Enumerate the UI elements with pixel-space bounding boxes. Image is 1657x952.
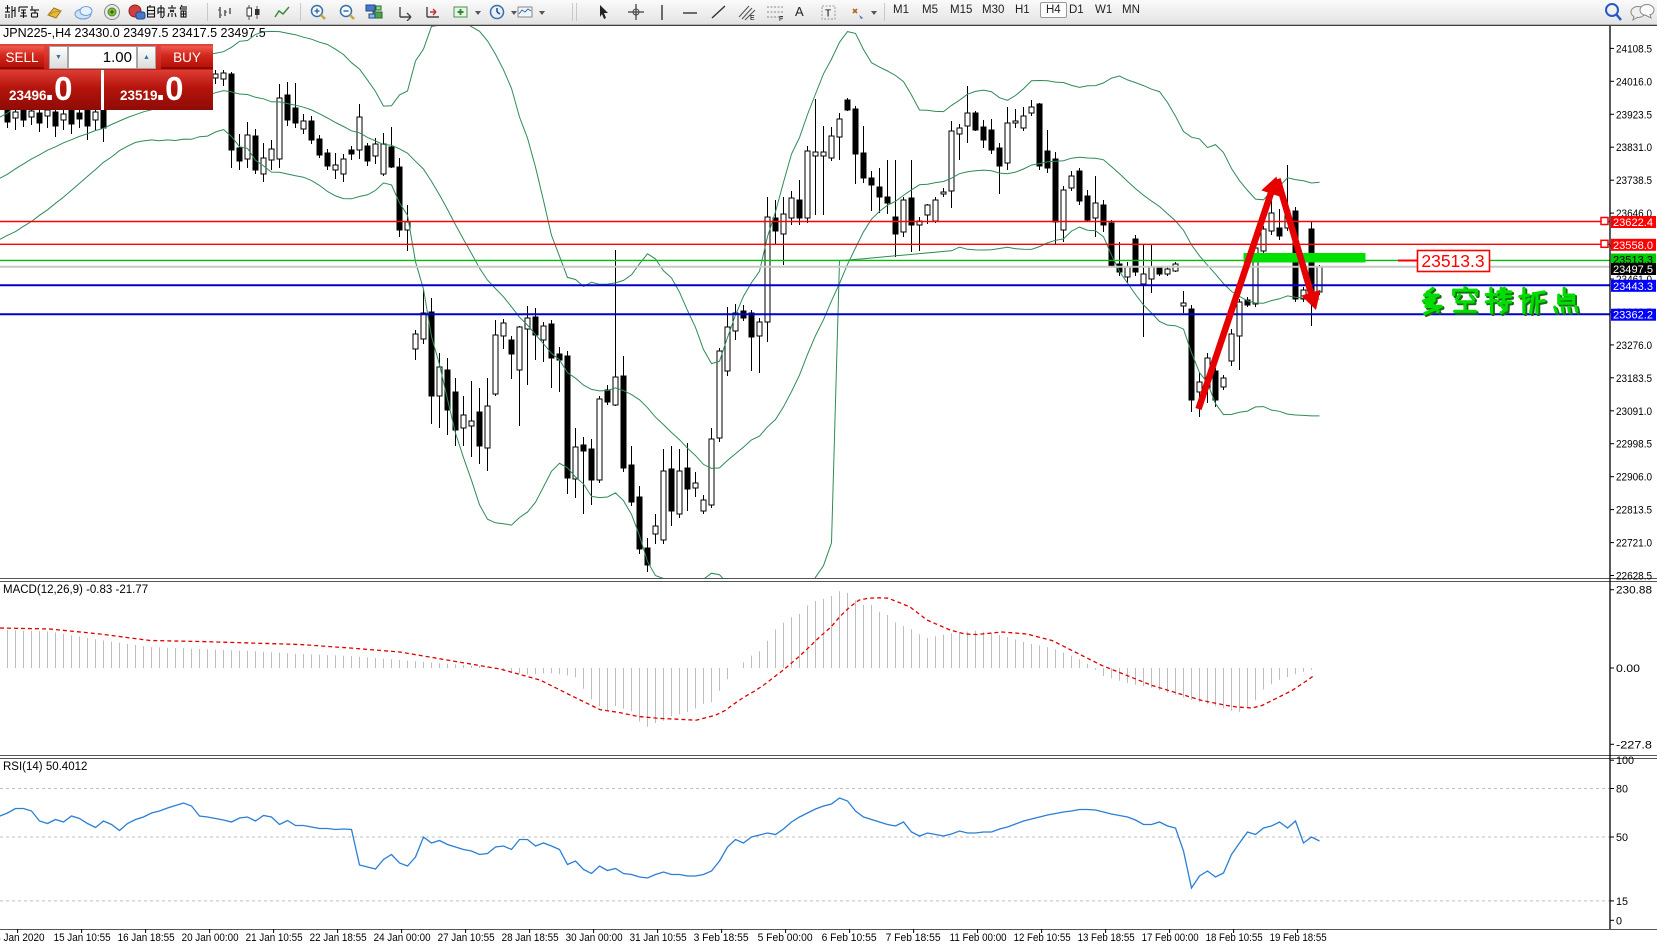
svg-text:19 Feb 18:55: 19 Feb 18:55 xyxy=(1270,932,1327,944)
svg-text:0.00: 0.00 xyxy=(1616,663,1640,675)
svg-text:18 Feb 10:55: 18 Feb 10:55 xyxy=(1206,932,1263,944)
svg-text:3 Feb 18:55: 3 Feb 18:55 xyxy=(694,932,749,944)
svg-text:23276.0: 23276.0 xyxy=(1616,340,1652,352)
svg-text:80: 80 xyxy=(1616,784,1628,796)
svg-text:22721.0: 22721.0 xyxy=(1616,538,1652,550)
svg-text:50: 50 xyxy=(1616,832,1628,844)
svg-text:23362.2: 23362.2 xyxy=(1613,310,1653,322)
svg-text:RSI(14) 50.4012: RSI(14) 50.4012 xyxy=(3,761,87,773)
svg-text:13 Feb 18:55: 13 Feb 18:55 xyxy=(1078,932,1135,944)
svg-text:22628.5: 22628.5 xyxy=(1616,571,1652,583)
svg-text:F: F xyxy=(779,16,783,22)
svg-text:21 Jan 10:55: 21 Jan 10:55 xyxy=(246,932,303,944)
svg-text:-227.8: -227.8 xyxy=(1616,739,1652,751)
svg-text:17 Feb 00:00: 17 Feb 00:00 xyxy=(1142,932,1199,944)
svg-text:28 Jan 18:55: 28 Jan 18:55 xyxy=(502,932,559,944)
svg-text:23622.4: 23622.4 xyxy=(1613,217,1653,229)
svg-text:24 Jan 00:00: 24 Jan 00:00 xyxy=(374,932,431,944)
svg-text:23831.0: 23831.0 xyxy=(1616,142,1652,154)
svg-text:14 Jan 2020: 14 Jan 2020 xyxy=(0,932,45,944)
svg-text:24108.5: 24108.5 xyxy=(1616,43,1652,55)
svg-text:27 Jan 10:55: 27 Jan 10:55 xyxy=(438,932,495,944)
svg-text:30 Jan 00:00: 30 Jan 00:00 xyxy=(566,932,623,944)
svg-text:15: 15 xyxy=(1616,896,1628,908)
svg-text:0: 0 xyxy=(1616,915,1622,927)
svg-text:23513.3: 23513.3 xyxy=(1421,251,1484,271)
svg-text:23497.5: 23497.5 xyxy=(1613,264,1653,276)
svg-text:E: E xyxy=(750,15,755,22)
svg-text:15 Jan 10:55: 15 Jan 10:55 xyxy=(54,932,111,944)
svg-text:11 Feb 00:00: 11 Feb 00:00 xyxy=(950,932,1007,944)
svg-text:23738.5: 23738.5 xyxy=(1616,175,1652,187)
svg-text:T: T xyxy=(825,9,831,20)
svg-text:20 Jan 00:00: 20 Jan 00:00 xyxy=(182,932,239,944)
svg-text:24016.0: 24016.0 xyxy=(1616,76,1652,88)
svg-text:MACD(12,26,9) -0.83 -21.77: MACD(12,26,9) -0.83 -21.77 xyxy=(3,584,148,596)
svg-text:23923.5: 23923.5 xyxy=(1616,109,1652,121)
svg-text:23443.3: 23443.3 xyxy=(1613,281,1653,293)
svg-text:23091.0: 23091.0 xyxy=(1616,406,1652,418)
svg-text:22998.5: 22998.5 xyxy=(1616,439,1652,451)
svg-text:100: 100 xyxy=(1616,755,1634,767)
svg-text:12 Feb 10:55: 12 Feb 10:55 xyxy=(1014,932,1071,944)
svg-text:23183.5: 23183.5 xyxy=(1616,373,1652,385)
svg-text:22 Jan 18:55: 22 Jan 18:55 xyxy=(310,932,367,944)
svg-text:230.88: 230.88 xyxy=(1616,585,1652,597)
svg-text:23558.0: 23558.0 xyxy=(1613,240,1653,252)
svg-text:16 Jan 18:55: 16 Jan 18:55 xyxy=(118,932,175,944)
svg-text:5 Feb 00:00: 5 Feb 00:00 xyxy=(758,932,813,944)
svg-text:7 Feb 18:55: 7 Feb 18:55 xyxy=(886,932,941,944)
svg-text:6 Feb 10:55: 6 Feb 10:55 xyxy=(822,932,877,944)
svg-text:31 Jan 10:55: 31 Jan 10:55 xyxy=(630,932,687,944)
svg-text:22906.0: 22906.0 xyxy=(1616,472,1652,484)
svg-text:JPN225-,H4 23430.0 23497.5 23: JPN225-,H4 23430.0 23497.5 23417.5 23497… xyxy=(3,26,266,40)
svg-text:22813.5: 22813.5 xyxy=(1616,505,1652,517)
